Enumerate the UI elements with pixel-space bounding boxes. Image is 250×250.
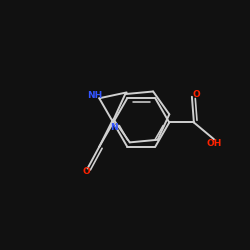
Text: OH: OH [206, 139, 222, 148]
Text: NH: NH [87, 91, 102, 100]
Text: N: N [110, 124, 117, 132]
Text: O: O [82, 167, 90, 176]
Text: O: O [192, 90, 200, 99]
